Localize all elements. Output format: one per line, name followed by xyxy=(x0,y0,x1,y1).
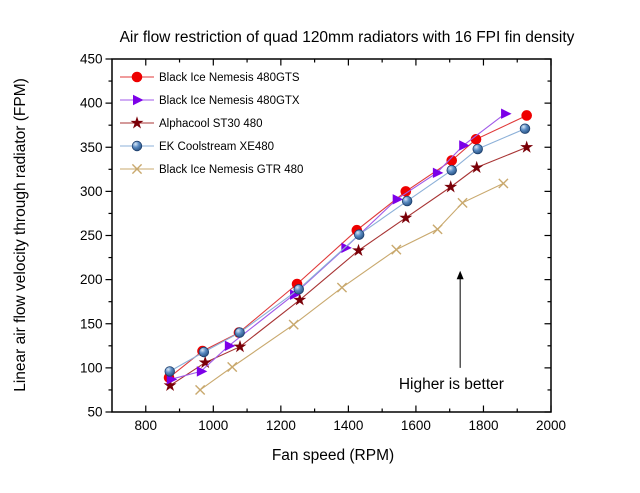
legend-item: Black Ice Nemesis 480GTX xyxy=(120,94,300,107)
data-point-ball xyxy=(472,143,483,155)
y-tick-label: 50 xyxy=(87,405,102,420)
x-tick-label: 1600 xyxy=(401,418,431,433)
data-point-star xyxy=(163,378,177,392)
data-point-ball xyxy=(198,346,210,358)
axes-layer: 800 1000 1200 1400 1600 1800 2000 50 100 150 200 25… xyxy=(80,52,566,434)
data-point-star xyxy=(399,211,413,224)
chart-title: Air flow restriction of quad 120mm radia… xyxy=(120,29,575,46)
data-point-ball xyxy=(401,195,413,207)
legend-item: Black Ice Nemesis GTR 480 xyxy=(120,163,303,176)
y-tick-label: 450 xyxy=(80,52,103,67)
x-tick-label: 2000 xyxy=(536,418,566,433)
y-tick-label: 300 xyxy=(80,184,103,199)
data-point-x xyxy=(391,244,402,255)
data-point-x xyxy=(432,224,443,235)
data-point-ball xyxy=(293,284,304,295)
x-tick-label: 1400 xyxy=(333,418,363,433)
x-tick-label: 800 xyxy=(135,418,158,433)
y-tick-label: 150 xyxy=(80,316,103,331)
data-point-ball xyxy=(353,229,365,240)
data-point-ball xyxy=(164,366,175,377)
data-point-circle xyxy=(521,110,532,121)
data-point-star xyxy=(233,339,247,353)
data-point-triangle xyxy=(392,194,404,205)
y-tick-label: 250 xyxy=(80,228,103,243)
data-point-x xyxy=(288,319,299,330)
legend-label: EK Coolstream XE480 xyxy=(159,141,274,153)
data-point-x xyxy=(195,384,206,396)
legend-label: Black Ice Nemesis 480GTX xyxy=(159,95,300,107)
data-point-star xyxy=(520,140,534,153)
y-axis-label: Linear air flow velocity through radiato… xyxy=(12,78,29,392)
y-tick-label: 350 xyxy=(80,140,103,155)
data-point-ball xyxy=(519,123,531,134)
data-point-ball xyxy=(446,164,457,176)
annotation-arrow xyxy=(456,270,464,368)
data-point-star xyxy=(293,293,307,306)
data-point-triangle xyxy=(290,289,301,300)
data-point-star xyxy=(198,355,212,369)
data-point-ball xyxy=(131,140,143,152)
y-tick-label: 100 xyxy=(80,360,103,375)
series-line xyxy=(199,182,504,391)
series-layer xyxy=(163,108,534,396)
plot-frame xyxy=(111,58,552,413)
legend-label: Black Ice Nemesis GTR 480 xyxy=(159,164,303,176)
y-tick-label: 200 xyxy=(80,272,103,287)
data-point-triangle xyxy=(501,108,512,119)
x-axis-label: Fan speed (RPM) xyxy=(272,447,394,464)
legend-label: Alphacool ST30 480 xyxy=(159,118,263,130)
data-point-star xyxy=(470,160,484,174)
data-point-x xyxy=(336,282,348,293)
data-point-triangle xyxy=(459,140,470,151)
series-4 xyxy=(195,178,509,396)
series-3 xyxy=(164,123,531,377)
x-tick-label: 1000 xyxy=(198,418,228,433)
data-point-triangle xyxy=(224,340,236,352)
data-point-star xyxy=(130,116,144,129)
legend-item: Black Ice Nemesis 480GTS xyxy=(120,71,300,84)
data-point-x xyxy=(227,361,238,373)
legend-label: Black Ice Nemesis 480GTS xyxy=(159,72,300,84)
data-point-x xyxy=(457,197,468,208)
data-point-x xyxy=(498,178,509,189)
data-point-triangle xyxy=(432,167,444,179)
arrow-head xyxy=(456,270,464,280)
legend-item: Alphacool ST30 480 xyxy=(120,116,263,130)
y-tick-label: 400 xyxy=(80,96,103,111)
x-tick-label: 1200 xyxy=(266,418,296,433)
legend: Black Ice Nemesis 480GTS Black Ice Nemesi… xyxy=(120,71,303,176)
data-point-triangle xyxy=(133,94,144,106)
legend-item: EK Coolstream XE480 xyxy=(120,140,274,153)
series-line xyxy=(169,146,527,386)
data-point-x xyxy=(131,163,143,175)
data-point-star xyxy=(444,180,458,193)
data-point-triangle xyxy=(196,366,208,377)
annotation-text: Higher is better xyxy=(399,376,504,393)
data-point-triangle xyxy=(341,242,352,254)
series-2 xyxy=(163,140,534,392)
data-point-triangle xyxy=(166,374,178,385)
x-tick-label: 1800 xyxy=(468,418,498,433)
data-point-circle xyxy=(131,71,143,83)
data-point-star xyxy=(352,243,365,256)
data-point-ball xyxy=(234,327,245,338)
